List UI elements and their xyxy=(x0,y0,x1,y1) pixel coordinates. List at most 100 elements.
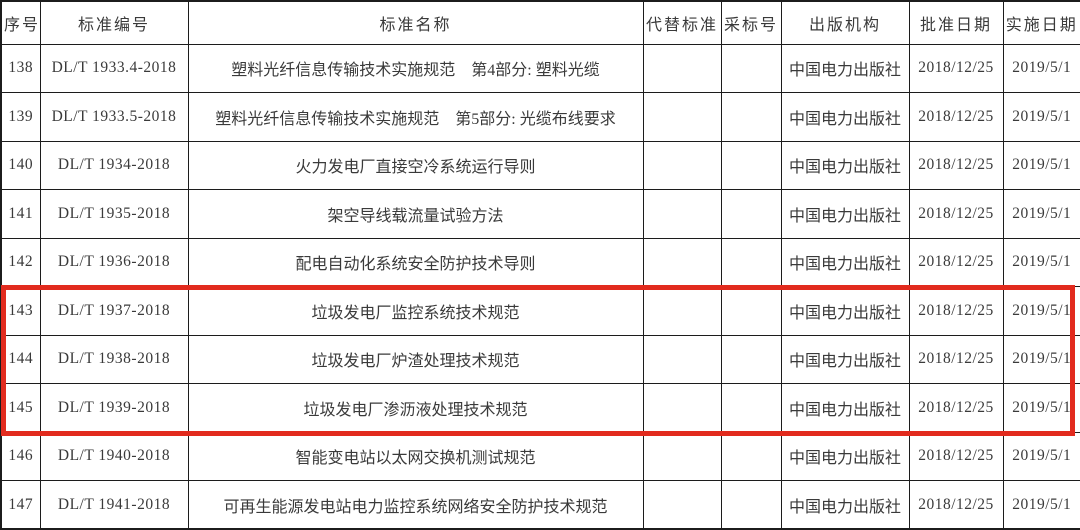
header-standard-name: 标准名称 xyxy=(187,0,644,45)
cell-replace xyxy=(642,383,722,433)
table-row: 143 DL/T 1937-2018 垃圾发电厂监控系统技术规范 中国电力出版社 201… xyxy=(0,286,1080,336)
header-replaced-standard: 代替标准 xyxy=(642,0,722,45)
cell-adopt xyxy=(720,286,782,336)
cell-implement-date: 2019/5/1 xyxy=(1002,431,1080,481)
header-seq-no: 序号 xyxy=(0,0,41,45)
cell-code: DL/T 1935-2018 xyxy=(39,189,189,239)
cell-publisher: 中国电力出版社 xyxy=(780,237,910,287)
cell-name: 塑料光纤信息传输技术实施规范 第4部分: 塑料光缆 xyxy=(187,43,644,93)
cell-replace xyxy=(642,140,722,190)
cell-implement-date: 2019/5/1 xyxy=(1002,334,1080,384)
header-approve-date: 批准日期 xyxy=(908,0,1004,45)
cell-code: DL/T 1934-2018 xyxy=(39,140,189,190)
cell-replace xyxy=(642,334,722,384)
header-adopted-code: 采标号 xyxy=(720,0,782,45)
table-row: 142 DL/T 1936-2018 配电自动化系统安全防护技术导则 中国电力出版社 2… xyxy=(0,237,1080,287)
cell-replace xyxy=(642,286,722,336)
cell-replace xyxy=(642,92,722,142)
cell-replace xyxy=(642,480,722,530)
cell-name: 塑料光纤信息传输技术实施规范 第5部分: 光缆布线要求 xyxy=(187,92,644,142)
cell-publisher: 中国电力出版社 xyxy=(780,189,910,239)
cell-name: 垃圾发电厂炉渣处理技术规范 xyxy=(187,334,644,384)
table-row: 144 DL/T 1938-2018 垃圾发电厂炉渣处理技术规范 中国电力出版社 201… xyxy=(0,334,1080,384)
cell-approve-date: 2018/12/25 xyxy=(908,43,1004,93)
cell-name: 智能变电站以太网交换机测试规范 xyxy=(187,431,644,481)
cell-approve-date: 2018/12/25 xyxy=(908,334,1004,384)
cell-no: 143 xyxy=(0,286,41,336)
cell-no: 138 xyxy=(0,43,41,93)
cell-code: DL/T 1938-2018 xyxy=(39,334,189,384)
cell-adopt xyxy=(720,43,782,93)
table-row: 141 DL/T 1935-2018 架空导线载流量试验方法 中国电力出版社 2018/… xyxy=(0,189,1080,239)
cell-approve-date: 2018/12/25 xyxy=(908,140,1004,190)
cell-adopt xyxy=(720,237,782,287)
cell-code: DL/T 1939-2018 xyxy=(39,383,189,433)
cell-code: DL/T 1933.5-2018 xyxy=(39,92,189,142)
cell-publisher: 中国电力出版社 xyxy=(780,286,910,336)
cell-adopt xyxy=(720,334,782,384)
cell-approve-date: 2018/12/25 xyxy=(908,383,1004,433)
cell-approve-date: 2018/12/25 xyxy=(908,480,1004,530)
table-row: 138 DL/T 1933.4-2018 塑料光纤信息传输技术实施规范 第4部分: … xyxy=(0,43,1080,93)
cell-implement-date: 2019/5/1 xyxy=(1002,92,1080,142)
cell-name: 配电自动化系统安全防护技术导则 xyxy=(187,237,644,287)
table-row: 145 DL/T 1939-2018 垃圾发电厂渗沥液处理技术规范 中国电力出版社 20… xyxy=(0,383,1080,433)
cell-implement-date: 2019/5/1 xyxy=(1002,237,1080,287)
cell-name: 可再生能源发电站电力监控系统网络安全防护技术规范 xyxy=(187,480,644,530)
cell-adopt xyxy=(720,480,782,530)
cell-replace xyxy=(642,43,722,93)
cell-adopt xyxy=(720,140,782,190)
cell-publisher: 中国电力出版社 xyxy=(780,92,910,142)
cell-code: DL/T 1937-2018 xyxy=(39,286,189,336)
header-implement-date: 实施日期 xyxy=(1002,0,1080,45)
cell-no: 142 xyxy=(0,237,41,287)
table-body: 138 DL/T 1933.4-2018 塑料光纤信息传输技术实施规范 第4部分: … xyxy=(0,43,1080,530)
cell-approve-date: 2018/12/25 xyxy=(908,431,1004,481)
cell-publisher: 中国电力出版社 xyxy=(780,431,910,481)
cell-code: DL/T 1940-2018 xyxy=(39,431,189,481)
cell-implement-date: 2019/5/1 xyxy=(1002,383,1080,433)
cell-adopt xyxy=(720,383,782,433)
cell-publisher: 中国电力出版社 xyxy=(780,480,910,530)
table-row: 140 DL/T 1934-2018 火力发电厂直接空冷系统运行导则 中国电力出版社 2… xyxy=(0,140,1080,190)
cell-name: 火力发电厂直接空冷系统运行导则 xyxy=(187,140,644,190)
cell-approve-date: 2018/12/25 xyxy=(908,237,1004,287)
cell-name: 垃圾发电厂渗沥液处理技术规范 xyxy=(187,383,644,433)
cell-implement-date: 2019/5/1 xyxy=(1002,140,1080,190)
cell-implement-date: 2019/5/1 xyxy=(1002,43,1080,93)
cell-no: 145 xyxy=(0,383,41,433)
header-publisher: 出版机构 xyxy=(780,0,910,45)
cell-no: 146 xyxy=(0,431,41,481)
cell-code: DL/T 1933.4-2018 xyxy=(39,43,189,93)
cell-approve-date: 2018/12/25 xyxy=(908,286,1004,336)
cell-implement-date: 2019/5/1 xyxy=(1002,480,1080,530)
cell-replace xyxy=(642,431,722,481)
cell-adopt xyxy=(720,189,782,239)
cell-name: 垃圾发电厂监控系统技术规范 xyxy=(187,286,644,336)
cell-adopt xyxy=(720,431,782,481)
cell-replace xyxy=(642,237,722,287)
cell-replace xyxy=(642,189,722,239)
cell-code: DL/T 1936-2018 xyxy=(39,237,189,287)
cell-no: 141 xyxy=(0,189,41,239)
table-row: 139 DL/T 1933.5-2018 塑料光纤信息传输技术实施规范 第5部分: … xyxy=(0,92,1080,142)
cell-no: 144 xyxy=(0,334,41,384)
cell-publisher: 中国电力出版社 xyxy=(780,334,910,384)
cell-name: 架空导线载流量试验方法 xyxy=(187,189,644,239)
cell-implement-date: 2019/5/1 xyxy=(1002,286,1080,336)
cell-no: 139 xyxy=(0,92,41,142)
table-row: 147 DL/T 1941-2018 可再生能源发电站电力监控系统网络安全防护技术规… xyxy=(0,480,1080,530)
cell-publisher: 中国电力出版社 xyxy=(780,383,910,433)
cell-code: DL/T 1941-2018 xyxy=(39,480,189,530)
cell-no: 147 xyxy=(0,480,41,530)
cell-publisher: 中国电力出版社 xyxy=(780,140,910,190)
table-row: 146 DL/T 1940-2018 智能变电站以太网交换机测试规范 中国电力出版社 2… xyxy=(0,431,1080,481)
header-standard-code: 标准编号 xyxy=(39,0,189,45)
cell-approve-date: 2018/12/25 xyxy=(908,189,1004,239)
cell-approve-date: 2018/12/25 xyxy=(908,92,1004,142)
header-row: 序号 标准编号 标准名称 代替标准 采标号 出版机构 批准日期 实施日期 xyxy=(0,0,1080,45)
cell-publisher: 中国电力出版社 xyxy=(780,43,910,93)
cell-adopt xyxy=(720,92,782,142)
